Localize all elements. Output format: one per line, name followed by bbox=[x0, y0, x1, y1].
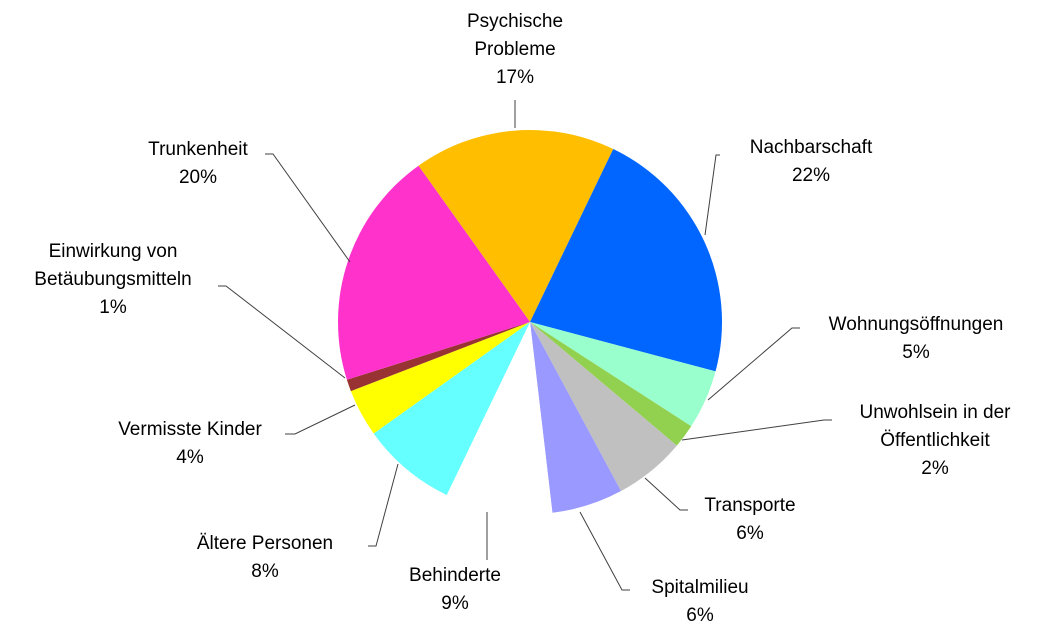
leader-line bbox=[707, 327, 800, 401]
slice-label: Vermisste Kinder bbox=[118, 419, 262, 440]
pie-slice bbox=[530, 148, 722, 372]
slice-label: Psychische Probleme bbox=[467, 11, 563, 60]
value-label: 6% bbox=[736, 523, 764, 544]
pie-slice bbox=[530, 322, 692, 446]
leader-line bbox=[704, 154, 720, 236]
leader-line bbox=[644, 477, 688, 511]
slice-label: Ältere Personen bbox=[197, 533, 333, 554]
pie-slice bbox=[418, 129, 614, 322]
value-label: 17% bbox=[496, 67, 534, 88]
slice-label: Unwohlsein in der Öffentlichkeit bbox=[859, 402, 1011, 451]
slice-label: Trunkenheit bbox=[148, 139, 248, 160]
value-label: 1% bbox=[99, 297, 127, 318]
pie-slice bbox=[346, 322, 530, 392]
value-label: 6% bbox=[686, 605, 714, 626]
pie-slice bbox=[530, 322, 677, 492]
leader-line bbox=[579, 511, 630, 591]
pie-slice bbox=[446, 322, 553, 514]
slice-label: Spitalmilieu bbox=[651, 577, 748, 598]
value-label: 22% bbox=[792, 165, 830, 186]
value-label: 5% bbox=[902, 342, 930, 363]
leader-line bbox=[265, 153, 351, 263]
slice-label: Behinderte bbox=[409, 565, 501, 586]
value-label: 4% bbox=[176, 447, 204, 468]
leader-line bbox=[218, 285, 346, 379]
slice-label: Einwirkung von Betäubungsmitteln bbox=[34, 241, 191, 290]
value-label: 8% bbox=[251, 561, 279, 582]
leader-line bbox=[368, 463, 399, 547]
pie-slice bbox=[530, 322, 622, 513]
value-label: 9% bbox=[441, 593, 469, 614]
leader-line bbox=[681, 419, 832, 441]
pie-slice bbox=[530, 322, 716, 427]
value-label: 2% bbox=[921, 458, 949, 479]
slice-label: Nachbarschaft bbox=[750, 137, 873, 158]
pie-slice bbox=[350, 322, 530, 434]
slice-label: Wohnungsöffnungen bbox=[829, 314, 1004, 335]
pie-slice bbox=[338, 165, 530, 380]
value-label: 20% bbox=[179, 167, 217, 188]
pie-slice bbox=[373, 322, 530, 496]
slice-label: Transporte bbox=[704, 495, 795, 516]
leader-line bbox=[285, 404, 356, 435]
